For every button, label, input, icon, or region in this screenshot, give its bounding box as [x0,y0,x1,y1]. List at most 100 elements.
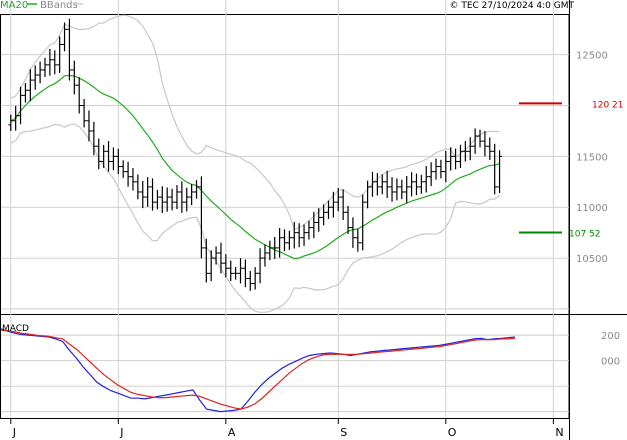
price-bar [301,224,307,246]
price-panel-grid [1,54,569,310]
price-bar [453,148,459,170]
price-bar [282,229,287,252]
support-label: 107 52 [569,229,601,239]
price-bar [262,244,268,267]
price-bar [233,267,239,280]
price-bar [218,242,224,274]
price-bar [208,250,214,282]
macd-tick-label: 000 [601,357,620,368]
bbands-upper-line [10,14,500,231]
price-bar [140,180,146,209]
price-bar [418,174,424,194]
price-bar [125,161,131,187]
price-bar [340,189,346,221]
price-bar [62,22,68,52]
bbands-legend-label: BBands [40,0,78,11]
price-bar [81,98,87,128]
signal-line [0,329,516,410]
price-bar [438,159,444,179]
price-bar [316,208,322,232]
month-label: J [119,426,123,439]
copyright-text: © TEC 27/10/2024 4:0 GMT [449,1,574,11]
month-label: N [555,426,563,439]
price-bar [135,174,141,200]
macd-line [0,328,516,413]
price-bar [291,221,297,249]
price-bars [8,18,503,291]
price-y-axis: 10500 11000 11500 12500 [576,51,608,265]
price-bar [91,121,97,156]
price-bar [267,240,273,261]
bbands-lower-line [10,123,500,314]
price-bar [174,185,180,210]
price-bar [57,36,63,73]
month-label: O [448,426,457,439]
price-bar [379,174,385,195]
price-bar [448,147,454,171]
price-bar [228,260,234,281]
price-bar [47,48,53,76]
price-bar [355,228,361,252]
price-bar [462,141,468,162]
price-tick-label: 11500 [576,152,608,163]
key-levels: 120 21 107 52 [519,100,624,239]
price-bar [389,177,395,202]
price-bar [52,50,58,75]
price-bar [433,158,439,180]
price-bar [296,223,302,248]
price-bar [164,187,170,212]
price-bar [492,143,498,195]
price-bar [477,129,483,148]
price-bar [369,171,375,197]
price-bar [472,128,478,154]
price-bar [272,236,278,259]
ma20-line [10,74,500,260]
price-bar [487,137,493,161]
price-bar [27,69,33,102]
price-bar [247,270,253,291]
price-bar [360,194,366,251]
ma20-legend-label: MA20 [0,0,28,11]
price-bar [399,179,405,200]
price-bar [223,254,229,278]
month-label: A [228,426,236,439]
price-bar [423,166,429,193]
price-bar [198,176,204,259]
price-bar [330,191,336,218]
price-bar [150,178,156,211]
macd-lines [0,328,516,413]
price-bar [252,267,258,290]
price-bar [335,188,341,212]
price-bar [457,144,463,168]
price-tick-label: 12500 [576,51,608,62]
price-bar [374,173,380,196]
price-bar [277,228,283,258]
price-tick-label: 10500 [576,254,608,265]
bollinger-bands [10,14,500,314]
price-bar [42,57,48,77]
price-bar [130,168,136,191]
price-bar [115,148,121,175]
price-bar [321,204,327,226]
price-bar [365,180,371,209]
price-bar [76,77,82,114]
price-bar [154,189,160,210]
moving-average-20 [10,74,500,260]
price-bar [66,18,72,81]
price-bar [101,144,107,168]
macd-panel-grid: 000 200 [1,331,620,413]
price-bar [257,248,263,284]
price-bar [497,150,503,193]
price-bar [159,186,165,214]
price-bar [96,138,102,170]
price-bar [306,220,312,240]
price-bar [413,173,419,196]
price-bar [71,60,77,95]
price-bar [179,181,185,213]
price-bar [384,170,390,198]
price-bar [203,238,209,283]
price-bar [13,105,19,131]
price-bar [467,137,473,161]
macd-panel-label: MACD [2,324,29,334]
